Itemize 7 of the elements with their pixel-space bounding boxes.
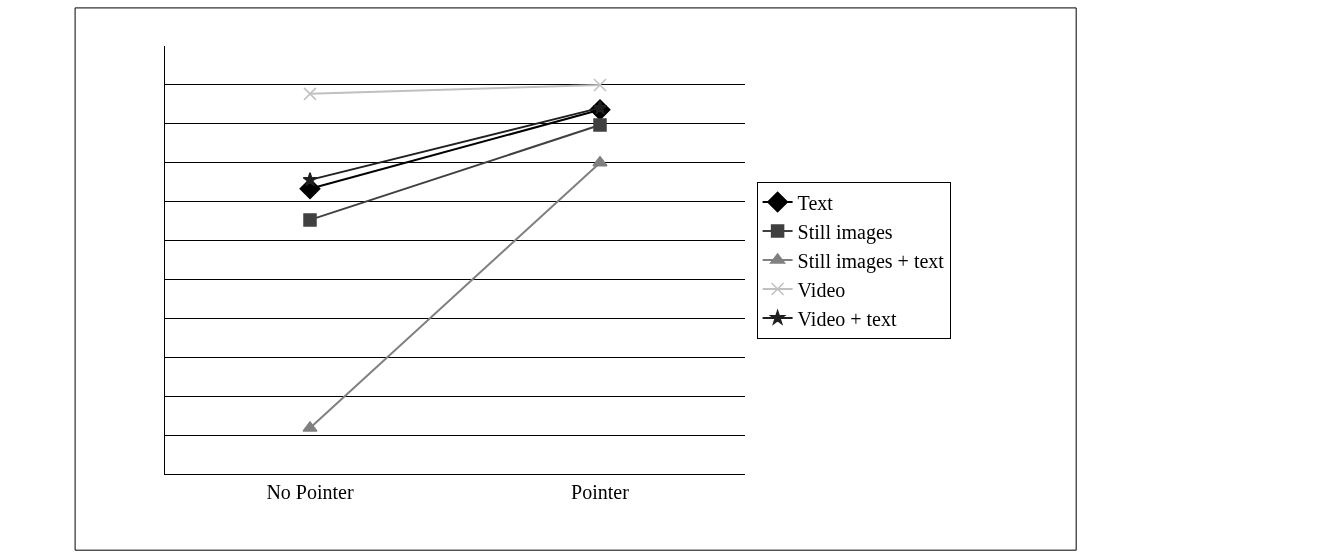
x-tick-label: No Pointer xyxy=(266,481,354,503)
legend-label: Still images xyxy=(797,220,893,244)
x-tick-label: Pointer xyxy=(571,481,630,503)
legend-label: Text xyxy=(797,191,834,214)
legend-label: Still images + text xyxy=(797,249,945,273)
legend-label: Video xyxy=(797,278,846,301)
legend-label: Video + text xyxy=(797,307,897,330)
